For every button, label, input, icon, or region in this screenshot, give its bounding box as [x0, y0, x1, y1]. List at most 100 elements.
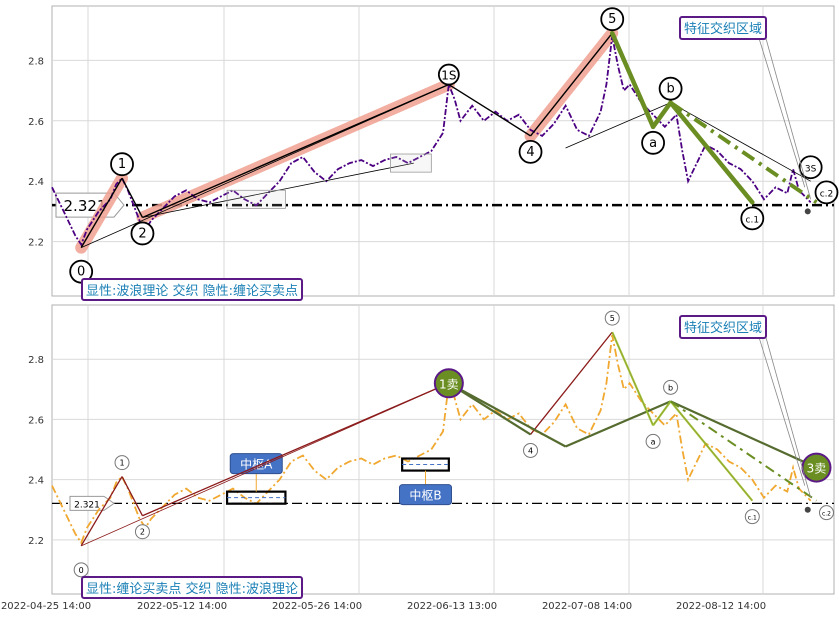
y-tick-label: 2.2: [28, 536, 44, 547]
x-tick-label: 2022-05-26 14:00: [272, 601, 362, 612]
wave-point-marker: [73, 562, 89, 578]
trend-line: [565, 102, 671, 149]
trend-line: [81, 84, 449, 249]
trend-line: [81, 382, 449, 547]
zone-pointer: [757, 34, 806, 188]
price-line: [51, 36, 812, 247]
wave-point-label: c.1: [746, 215, 760, 225]
wave-stroke: [121, 177, 144, 218]
trend-line: [670, 102, 811, 182]
caption-box: [81, 576, 303, 599]
wave-stroke: [529, 32, 613, 137]
chan-stroke: [121, 476, 144, 517]
corrective-wave: [609, 30, 656, 130]
center-label-box: [229, 453, 283, 475]
wave-point-label: 2: [140, 528, 145, 537]
bottom-panel: 2.2 2.4 2.6 2.8 2.321 中枢A 中枢B 1卖 3卖 0 1 2 4 5 a b c.1 c.2…: [28, 304, 835, 599]
price-line: [51, 334, 812, 545]
wave-point-label: 1: [119, 459, 124, 468]
wave-point-label: c.2: [820, 189, 834, 199]
wave-point-label: a: [649, 136, 657, 151]
consolidation-box: [226, 189, 286, 209]
wave-stroke: [448, 83, 531, 137]
center-label: 中枢A: [240, 457, 273, 472]
zone-pointer: [757, 333, 806, 486]
wave-point-label: 1: [118, 157, 126, 172]
y-tick-label: 2.4: [28, 177, 44, 188]
wave-point-marker: [818, 505, 834, 521]
corrective-wave-dashed: [669, 101, 818, 205]
wave-point-marker: [110, 152, 134, 177]
corrective-wave: [669, 400, 754, 502]
wave-point-marker: [641, 130, 665, 155]
chan-stroke: [80, 476, 123, 547]
wave-point-marker: [798, 155, 823, 180]
wave-point-label: 0: [77, 265, 85, 280]
wave-stroke: [80, 177, 123, 249]
wave-point-label: c.2: [822, 511, 831, 518]
center-label: 中枢B: [409, 488, 441, 503]
segment-line: [565, 400, 672, 448]
end-dot: [804, 506, 811, 513]
plot-frame: [51, 304, 835, 595]
corrective-wave: [652, 400, 672, 427]
consolidation-box: [390, 153, 432, 173]
price-marker-label: 2.321: [64, 197, 107, 215]
wave-stroke: [142, 83, 450, 219]
price-marker-box: [69, 495, 115, 511]
segment-line: [448, 382, 567, 448]
chan-stroke: [530, 331, 613, 435]
zone-pointer: [764, 34, 812, 200]
zone-pointer: [764, 333, 812, 498]
y-tick-label: 2.6: [28, 415, 44, 426]
corrective-wave: [650, 100, 673, 130]
y-tick-label: 2.6: [28, 117, 44, 128]
wave-point-marker: [604, 310, 620, 326]
wave-point-label: b: [666, 82, 674, 97]
wave-point-label: a: [651, 437, 656, 446]
wave-point-marker: [518, 139, 543, 164]
sell-signal-label: 3卖: [807, 462, 827, 476]
x-tick-label: 2022-07-08 14:00: [542, 601, 632, 612]
wave-point-label: 5: [608, 12, 616, 27]
y-tick-label: 2.8: [28, 355, 44, 366]
wave-point-marker: [114, 455, 130, 471]
y-tick-label: 2.8: [28, 56, 44, 67]
wave-point-label: 4: [528, 446, 533, 455]
wave-point-label: 5: [610, 314, 615, 323]
wave-point-marker: [523, 442, 539, 458]
y-tick-label: 2.4: [28, 476, 44, 487]
zone-label: 特征交织区域: [684, 320, 762, 336]
x-tick-label: 2022-05-12 14:00: [137, 601, 227, 612]
price-marker-label: 2.321: [74, 500, 100, 510]
segment-line: [670, 400, 817, 469]
top-panel: 2.2 2.4 2.6 2.8 2.321 0 1 2 1S 4 5 a b c.1 3S c.2 特征交织区域…: [28, 5, 839, 301]
chan-stroke: [142, 382, 450, 517]
wave-point-label: 1S: [441, 69, 456, 83]
wave-point-label: 0: [79, 566, 84, 575]
wave-point-marker: [134, 524, 150, 540]
corrective-wave: [611, 331, 655, 426]
x-tick-label: 2022-04-25 14:00: [1, 601, 91, 612]
wave-point-marker: [130, 221, 155, 246]
end-dot: [804, 208, 811, 215]
wave-point-label: 4: [526, 145, 534, 160]
corrective-wave-dashed: [670, 400, 818, 502]
wave-point-label: 3S: [805, 164, 817, 174]
caption-text: 显性:缠论买卖点 交织 隐性:波浪理论: [86, 581, 298, 597]
wave-point-marker: [600, 7, 625, 32]
wave-point-marker: [814, 180, 839, 205]
zone-label: 特征交织区域: [684, 21, 762, 37]
zone-label-box: [679, 16, 767, 40]
zone-label-box: [679, 315, 767, 339]
wave-point-label: b: [668, 383, 673, 392]
x-tick-label: 2022-06-13 13:00: [407, 601, 497, 612]
caption-text: 显性:波浪理论 交织 隐性:缠论买卖点: [86, 283, 298, 299]
wave-point-label: c.1: [748, 515, 757, 522]
caption-box: [81, 278, 303, 301]
wave-point-marker: [744, 509, 760, 525]
sell-signal-marker: [433, 368, 464, 399]
wave-point-marker: [658, 76, 683, 101]
corrective-wave: [668, 100, 755, 205]
